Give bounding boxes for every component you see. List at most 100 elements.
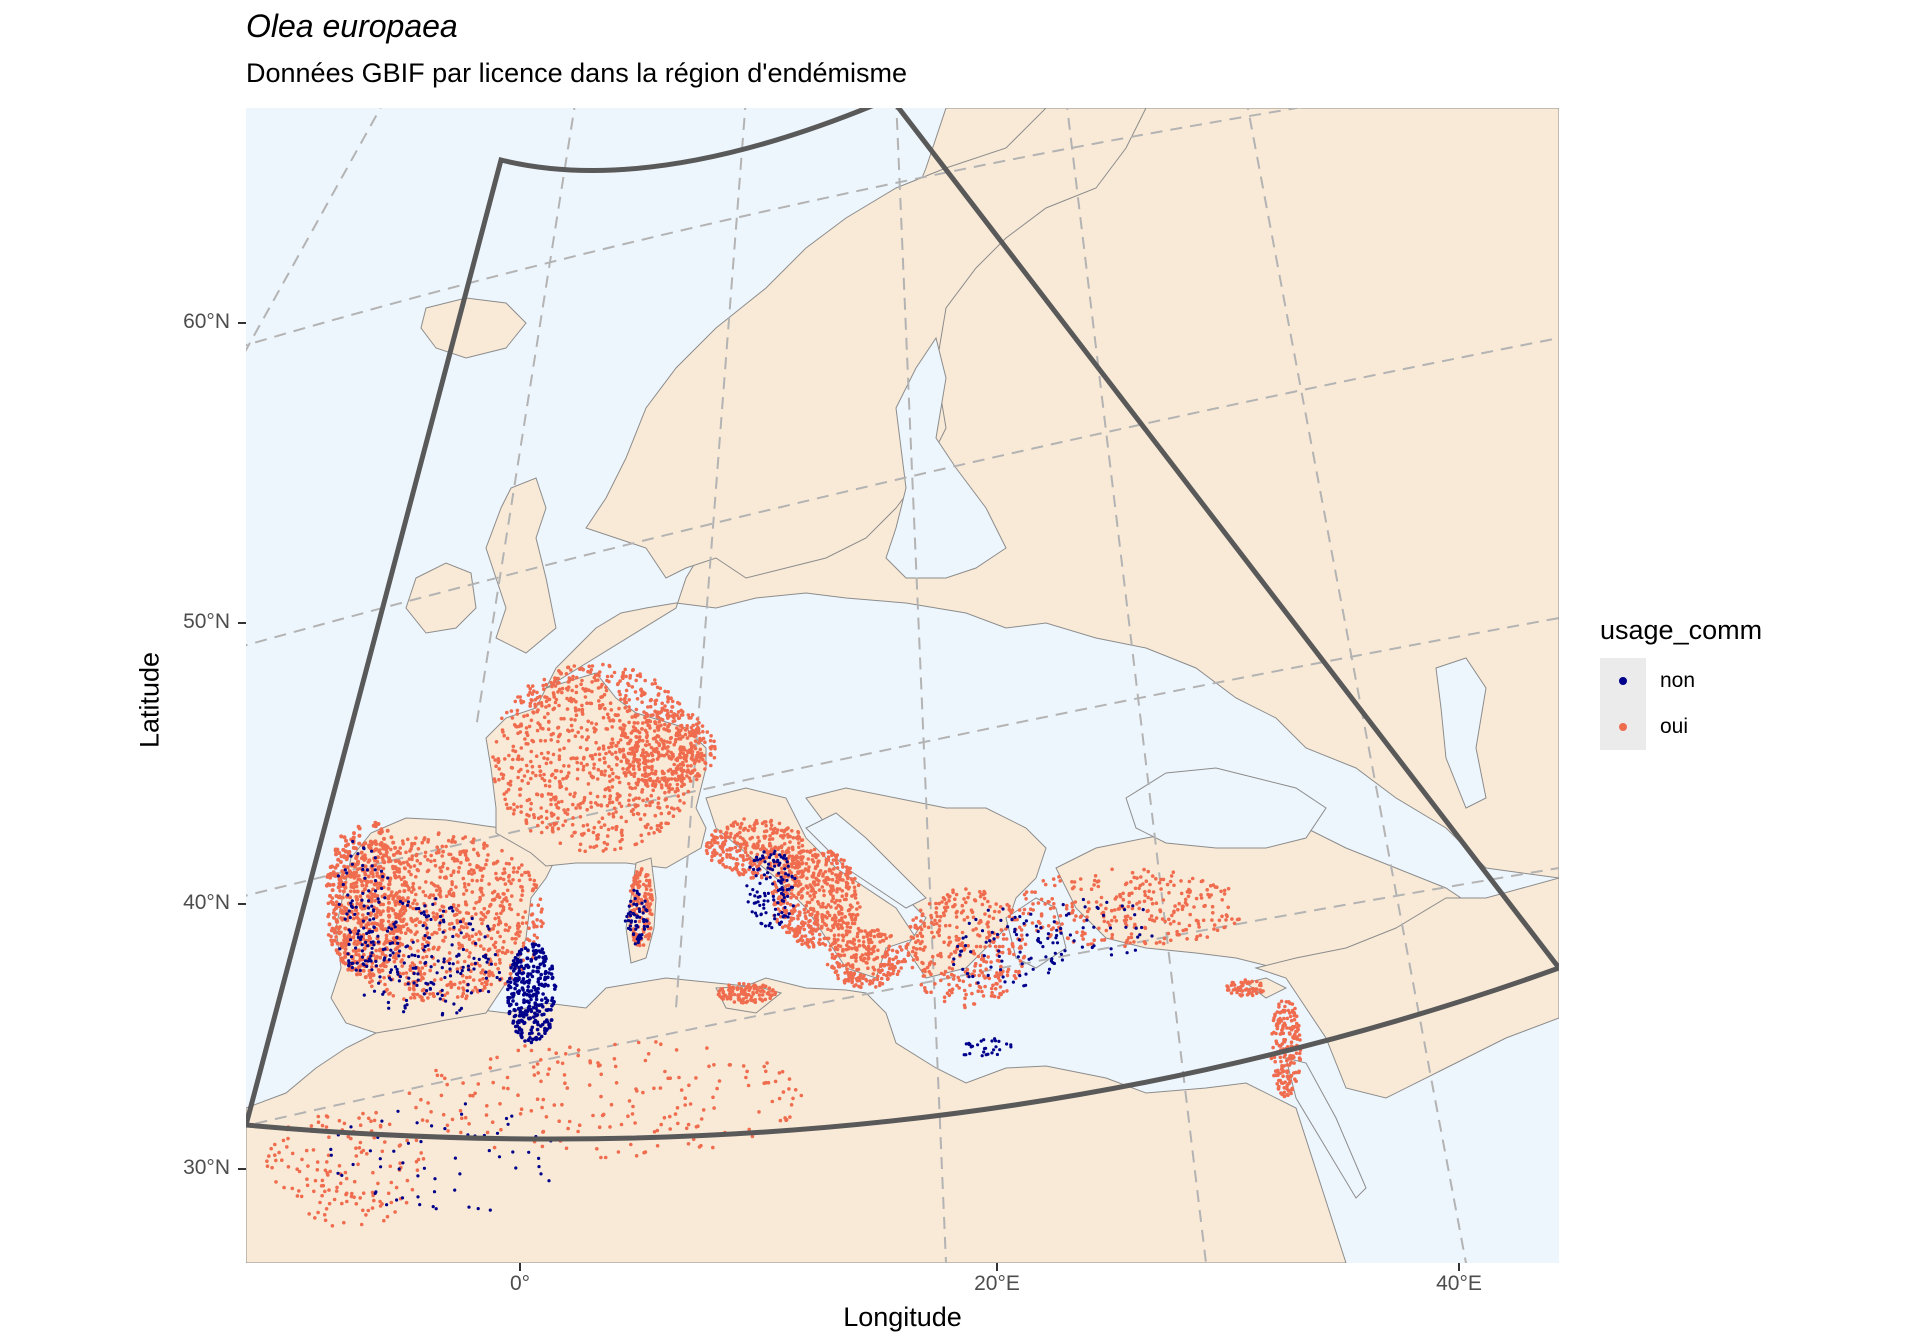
occurrence-point <box>1212 927 1216 931</box>
occurrence-point <box>684 1126 689 1131</box>
occurrence-point <box>407 886 411 890</box>
occurrence-point <box>461 925 466 930</box>
occurrence-point <box>485 1130 490 1135</box>
occurrence-point <box>1128 916 1133 921</box>
occurrence-point <box>528 687 532 691</box>
occurrence-point <box>649 926 653 930</box>
occurrence-point <box>438 894 443 899</box>
occurrence-point <box>646 937 651 941</box>
occurrence-point <box>543 783 548 788</box>
occurrence-point <box>651 779 656 784</box>
occurrence-point <box>719 834 723 839</box>
occurrence-point <box>354 1154 359 1158</box>
occurrence-point <box>713 840 717 845</box>
occurrence-point <box>824 862 828 867</box>
occurrence-point <box>824 905 828 910</box>
occurrence-point <box>636 803 640 808</box>
occurrence-point <box>861 976 865 981</box>
occurrence-point <box>499 1127 503 1132</box>
occurrence-point <box>736 996 741 1001</box>
occurrence-point <box>762 829 767 834</box>
occurrence-point <box>999 964 1003 969</box>
map-panel[interactable] <box>246 108 1559 1263</box>
occurrence-point <box>503 757 507 761</box>
occurrence-point <box>477 937 481 942</box>
occurrence-point <box>624 674 628 679</box>
occurrence-point <box>623 732 628 736</box>
occurrence-point <box>842 953 847 957</box>
occurrence-point <box>1172 919 1176 924</box>
occurrence-point <box>463 885 467 889</box>
occurrence-point <box>898 945 902 949</box>
occurrence-point <box>608 719 612 723</box>
occurrence-point <box>419 1097 423 1102</box>
occurrence-point <box>313 1216 317 1220</box>
occurrence-point <box>524 821 529 825</box>
occurrence-point <box>841 949 845 953</box>
occurrence-point <box>914 947 919 951</box>
occurrence-point <box>561 777 565 781</box>
occurrence-point <box>411 906 415 911</box>
occurrence-point <box>840 889 845 893</box>
occurrence-point <box>516 775 520 780</box>
occurrence-point <box>669 806 674 810</box>
occurrence-point <box>580 703 584 708</box>
occurrence-point <box>906 953 911 957</box>
occurrence-point <box>1292 1017 1297 1022</box>
occurrence-point <box>566 807 570 812</box>
occurrence-point <box>435 845 439 849</box>
occurrence-point <box>402 997 406 1001</box>
occurrence-point <box>1273 1069 1278 1073</box>
occurrence-point <box>491 927 495 931</box>
occurrence-point <box>646 759 650 763</box>
occurrence-point <box>643 728 648 733</box>
occurrence-point <box>1072 918 1077 922</box>
occurrence-point <box>821 919 825 924</box>
occurrence-point <box>512 866 516 870</box>
occurrence-point <box>709 840 713 845</box>
occurrence-point <box>1291 1036 1296 1040</box>
occurrence-point <box>683 728 688 732</box>
occurrence-point <box>790 829 794 833</box>
occurrence-point <box>803 921 807 925</box>
occurrence-point <box>375 922 380 926</box>
occurrence-point <box>583 695 588 699</box>
occurrence-point <box>855 907 859 911</box>
occurrence-point <box>683 748 687 752</box>
occurrence-point <box>688 779 693 783</box>
occurrence-point <box>479 911 484 915</box>
occurrence-point <box>919 919 923 923</box>
occurrence-point <box>1169 938 1173 943</box>
occurrence-point <box>1099 895 1104 900</box>
occurrence-point <box>401 924 406 929</box>
occurrence-point <box>764 1080 768 1085</box>
occurrence-point <box>591 830 596 835</box>
occurrence-point <box>536 1071 540 1075</box>
occurrence-point <box>343 1170 348 1175</box>
occurrence-point <box>886 976 890 981</box>
occurrence-point <box>1079 914 1084 918</box>
occurrence-point <box>597 1125 602 1129</box>
occurrence-point <box>1206 892 1210 897</box>
occurrence-point <box>997 944 1002 949</box>
occurrence-point <box>1170 913 1174 918</box>
occurrence-point <box>596 678 600 682</box>
occurrence-point <box>1148 917 1152 922</box>
occurrence-point <box>735 849 739 853</box>
occurrence-point <box>669 735 673 740</box>
occurrence-point <box>725 855 729 859</box>
occurrence-point <box>566 680 571 684</box>
occurrence-point <box>434 1068 438 1073</box>
occurrence-point <box>838 871 843 875</box>
occurrence-point <box>705 730 710 734</box>
occurrence-point <box>729 831 733 836</box>
occurrence-point <box>556 806 561 810</box>
occurrence-point <box>410 961 415 965</box>
occurrence-point <box>373 847 378 852</box>
occurrence-point <box>714 835 718 840</box>
occurrence-point <box>788 840 792 844</box>
occurrence-point <box>538 897 543 901</box>
occurrence-point <box>612 1057 617 1061</box>
occurrence-point <box>368 972 373 977</box>
occurrence-point <box>426 1101 430 1105</box>
